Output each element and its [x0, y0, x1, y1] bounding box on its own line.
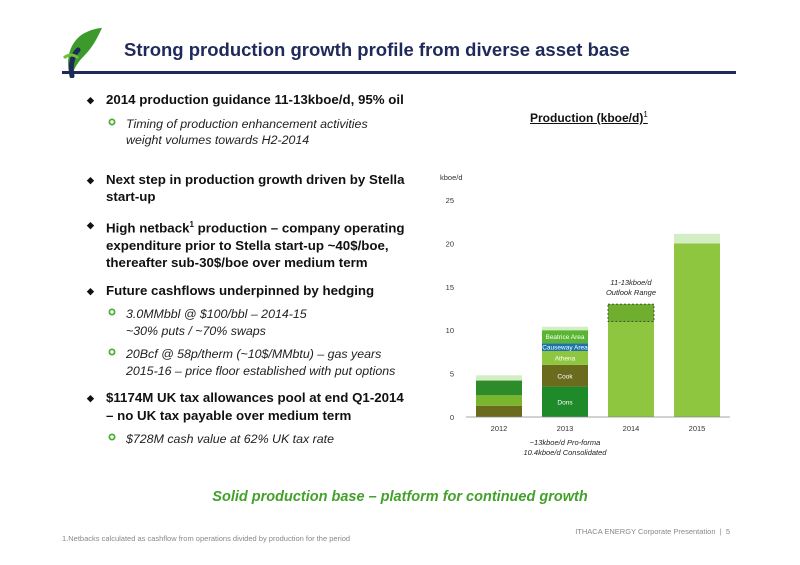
- y-tick-label: 15: [446, 283, 454, 292]
- bullet-netback: ◆ High netback1 production – company ope…: [82, 216, 422, 272]
- bar-segment: [476, 375, 522, 381]
- y-tick-label: 5: [450, 370, 454, 379]
- bar-segment: [542, 351, 588, 365]
- y-tick-label: 10: [446, 326, 454, 335]
- sub-bullet-oil-hedge: 3.0MMbbl @ $100/bbl – 2014-15 ~30% puts …: [82, 306, 422, 339]
- y-tick-label: 25: [446, 196, 454, 205]
- x-tick-label: 2013: [557, 424, 574, 433]
- bar-segment: [542, 330, 588, 344]
- footnote: 1.Netbacks calculated as cashflow from o…: [62, 534, 351, 543]
- title-divider: [62, 71, 736, 74]
- y-axis-label: kboe/d: [440, 173, 463, 182]
- diamond-bullet-icon: ◆: [87, 219, 94, 230]
- bar-segment: [608, 304, 654, 417]
- page-title: Strong production growth profile from di…: [124, 39, 630, 60]
- diamond-bullet-icon: ◆: [87, 393, 94, 404]
- bar-segment: [542, 326, 588, 331]
- segment-label: Causeway Area: [542, 345, 588, 352]
- diamond-bullet-icon: ◆: [87, 285, 94, 296]
- x-tick-label: 2012: [491, 424, 508, 433]
- sub-bullet-timing: Timing of production enhancement activit…: [82, 116, 422, 149]
- chart-title: Production (kboe/d)1: [530, 110, 648, 125]
- footer: ITHACA ENERGY Corporate Presentation | 5: [575, 527, 730, 536]
- bar-segment: [674, 243, 720, 417]
- bullet-list: ◆ 2014 production guidance 11-13kboe/d, …: [82, 91, 422, 448]
- segment-label: Cook: [557, 373, 573, 380]
- outlook-range-label: 11-13kboe/d: [610, 278, 652, 287]
- tagline: Solid production base – platform for con…: [212, 489, 588, 505]
- bullet-hedging: ◆ Future cashflows underpinned by hedgin…: [82, 282, 422, 300]
- pro-forma-annotation: 10.4kboe/d Consolidated: [524, 448, 608, 457]
- outlook-range-box: [607, 303, 655, 322]
- segment-label: Dons: [557, 399, 573, 406]
- segment-label: Athena: [555, 355, 576, 362]
- pro-forma-annotation: ~13kboe/d Pro-forma: [530, 438, 601, 447]
- bar-segment: [476, 380, 522, 396]
- ring-bullet-icon: [108, 433, 116, 441]
- sub-bullet-gas-hedge: 20Bcf @ 58p/therm (~10$/MMbtu) – gas yea…: [82, 346, 422, 379]
- bar-segment: [542, 343, 588, 352]
- y-tick-label: 20: [446, 239, 454, 248]
- x-tick-label: 2015: [689, 424, 706, 433]
- x-tick-label: 2014: [623, 424, 640, 433]
- bar-segment: [542, 386, 588, 417]
- ring-bullet-icon: [108, 348, 116, 356]
- production-chart: kboe/d 0 5 10 15 20 25 Dons Cook Athena Causeway A…: [440, 173, 730, 457]
- diamond-bullet-icon: ◆: [87, 174, 94, 185]
- bar-segment: [674, 233, 720, 244]
- outlook-range-label: Outlook Range: [606, 288, 656, 297]
- bullet-tax-pool: ◆ $1174M UK tax allowances pool at end Q…: [87, 390, 404, 423]
- segment-label: Beatrice Area: [545, 334, 584, 341]
- diamond-bullet-icon: ◆: [87, 95, 94, 105]
- bar-segment: [476, 405, 522, 417]
- bullet-stella: ◆ Next step in production growth driven …: [87, 171, 405, 205]
- y-tick-label: 0: [450, 413, 454, 422]
- bar-segment: [542, 364, 588, 387]
- ring-bullet-icon: [108, 308, 116, 316]
- ring-bullet-icon: [108, 118, 116, 125]
- bar-segment: [476, 395, 522, 406]
- bullet-guidance: ◆ 2014 production guidance 11-13kboe/d, …: [82, 91, 422, 109]
- sub-bullet-tax-value: $728M cash value at 62% UK tax rate: [82, 431, 422, 448]
